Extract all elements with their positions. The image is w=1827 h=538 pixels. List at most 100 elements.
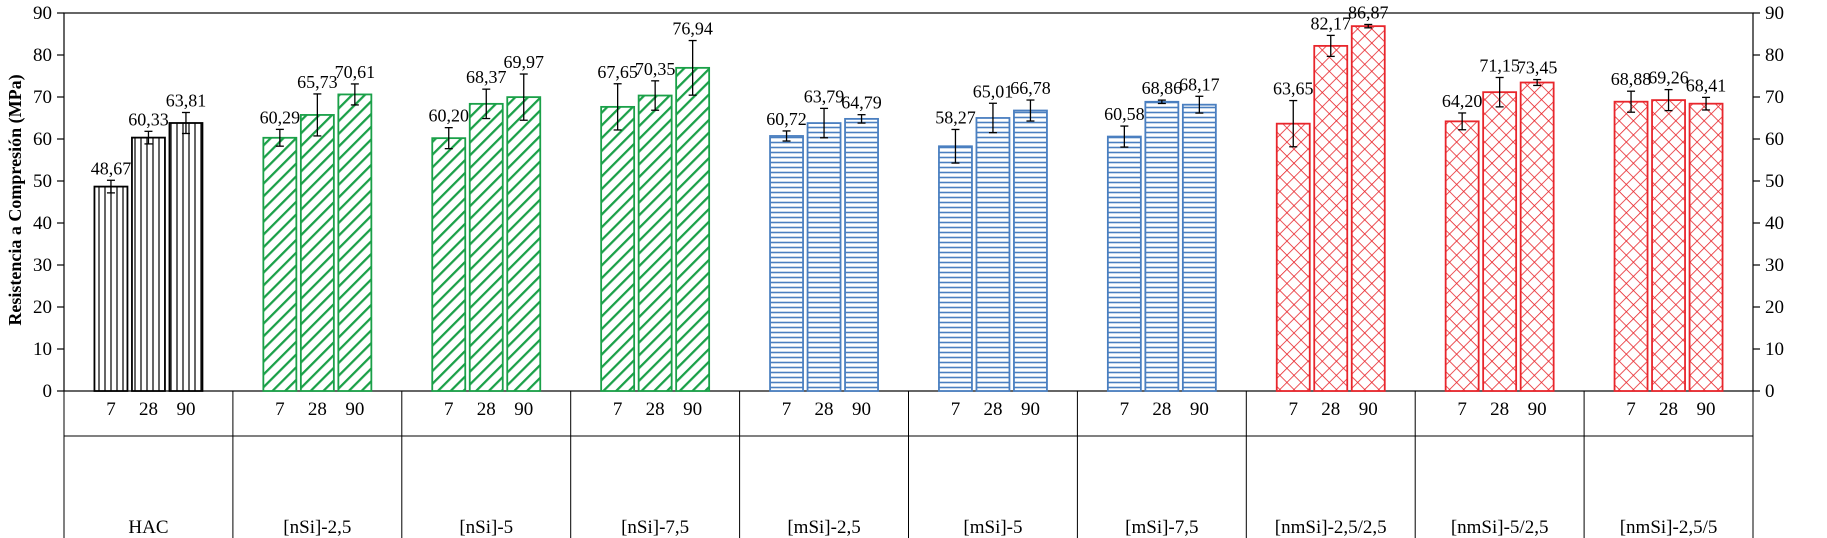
data-label: 86,87 (1348, 2, 1389, 22)
y-tick-label-left: 0 (43, 381, 53, 402)
age-tick-label: 28 (1152, 399, 1171, 420)
age-tick-label: 7 (1457, 399, 1467, 420)
y-tick-label-right: 10 (1765, 339, 1784, 360)
data-label: 60,29 (260, 107, 301, 127)
y-tick-label-right: 70 (1765, 87, 1784, 108)
category-label: [mSi]-5 (963, 517, 1022, 538)
y-tick-label-right: 50 (1765, 171, 1784, 192)
category-label: [nSi]-5 (459, 517, 513, 538)
data-label: 70,61 (335, 62, 376, 82)
y-tick-label-right: 40 (1765, 213, 1784, 234)
age-tick-label: 7 (106, 399, 116, 420)
age-tick-label: 28 (646, 399, 665, 420)
data-label: 76,94 (672, 19, 713, 39)
y-tick-label-left: 40 (33, 213, 52, 234)
y-tick-label-left: 70 (33, 87, 52, 108)
data-label: 63,79 (804, 86, 845, 106)
category-label: [nmSi]-2,5/2,5 (1275, 517, 1387, 538)
y-tick-label-right: 60 (1765, 129, 1784, 150)
y-tick-label-left: 30 (33, 255, 52, 276)
age-tick-label: 90 (1697, 399, 1716, 420)
y-tick-label-left: 10 (33, 339, 52, 360)
data-label: 68,37 (466, 67, 507, 87)
data-label: 68,41 (1686, 75, 1727, 95)
age-tick-label: 90 (345, 399, 364, 420)
data-label: 63,65 (1273, 79, 1314, 99)
bar (337, 93, 373, 392)
data-label: 65,01 (973, 81, 1014, 101)
y-tick-label-right: 30 (1765, 255, 1784, 276)
bar (1013, 109, 1048, 392)
y-tick-label-left: 80 (33, 45, 52, 66)
bar (1313, 44, 1349, 392)
bar (806, 122, 842, 392)
bar (1181, 103, 1217, 392)
bar (1613, 100, 1649, 392)
age-tick-label: 28 (1659, 399, 1678, 420)
bar (1519, 81, 1555, 392)
bar (1444, 120, 1480, 392)
y-tick-label-left: 60 (33, 129, 52, 150)
category-label: HAC (128, 517, 168, 538)
data-label: 68,86 (1142, 78, 1183, 98)
bar (1106, 135, 1142, 392)
bar (506, 96, 542, 392)
y-tick-label-left: 50 (33, 171, 52, 192)
bar (1482, 91, 1518, 392)
axes: 0 0 10 10 20 20 30 30 40 40 50 50 60 60 70 70 80 80 90 90 (33, 3, 1784, 538)
category-label: [mSi]-7,5 (1125, 517, 1198, 538)
data-label: 69,26 (1648, 68, 1689, 88)
data-label: 71,15 (1479, 55, 1520, 75)
category-label: [nmSi]-5/2,5 (1451, 517, 1549, 538)
age-tick-label: 90 (514, 399, 533, 420)
bar (1350, 25, 1386, 392)
age-tick-label: 7 (444, 399, 454, 420)
data-label: 58,27 (935, 107, 976, 127)
bar (637, 94, 673, 392)
category-label: [nmSi]-2,5/5 (1620, 517, 1718, 538)
bar (844, 117, 879, 392)
age-tick-label: 28 (477, 399, 496, 420)
y-tick-label-right: 0 (1765, 381, 1775, 402)
data-label: 65,73 (297, 72, 338, 92)
age-tick-label: 90 (176, 399, 195, 420)
age-tick-label: 90 (683, 399, 702, 420)
age-tick-label: 28 (139, 399, 158, 420)
bar (468, 102, 504, 392)
bar (1651, 99, 1686, 392)
age-tick-label: 90 (1021, 399, 1040, 420)
age-tick-label: 28 (308, 399, 327, 420)
category-label: [nSi]-2,5 (283, 517, 351, 538)
age-tick-label: 28 (815, 399, 834, 420)
age-tick-label: 28 (983, 399, 1002, 420)
age-tick-label: 7 (1626, 399, 1636, 420)
data-label: 60,33 (128, 109, 169, 129)
labels-layer: 48,67 7 60,33 28 63,81 90 HAC 60,29 7 65,73 28 70,6… (91, 2, 1727, 538)
data-label: 60,20 (429, 106, 470, 126)
age-tick-label: 90 (852, 399, 871, 420)
bars-layer (93, 23, 1724, 392)
y-tick-label-left: 90 (33, 3, 52, 24)
age-tick-label: 90 (1190, 399, 1209, 420)
y-axis-title: Resistencia a Compresión (MPa) (5, 74, 26, 325)
y-tick-label-right: 80 (1765, 45, 1784, 66)
data-label: 66,78 (1010, 78, 1051, 98)
age-tick-label: 7 (275, 399, 285, 420)
age-tick-label: 28 (1321, 399, 1340, 420)
category-label: [nSi]-7,5 (621, 517, 689, 538)
age-tick-label: 7 (613, 399, 623, 420)
data-label: 73,45 (1517, 58, 1558, 78)
data-label: 69,97 (504, 52, 545, 72)
data-label: 48,67 (91, 158, 132, 178)
bar (675, 66, 711, 392)
bar (131, 136, 166, 392)
y-tick-label-right: 20 (1765, 297, 1784, 318)
bar (769, 135, 804, 392)
age-tick-label: 7 (782, 399, 792, 420)
data-label: 68,17 (1179, 74, 1220, 94)
data-label: 64,20 (1442, 91, 1483, 111)
y-tick-label-left: 20 (33, 297, 52, 318)
data-label: 82,17 (1311, 13, 1352, 33)
data-label: 67,65 (597, 62, 638, 82)
